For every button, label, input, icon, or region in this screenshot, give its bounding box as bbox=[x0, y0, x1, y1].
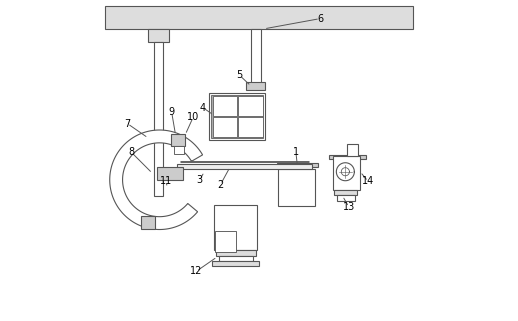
Bar bbox=[334, 190, 357, 195]
Text: 7: 7 bbox=[124, 118, 131, 129]
Bar bbox=[209, 93, 265, 140]
Bar bbox=[277, 163, 319, 167]
Bar bbox=[213, 117, 237, 137]
Bar bbox=[214, 205, 257, 250]
Polygon shape bbox=[110, 130, 203, 230]
Bar bbox=[251, 29, 261, 85]
Bar bbox=[278, 169, 315, 206]
Text: 11: 11 bbox=[160, 176, 172, 187]
Text: 6: 6 bbox=[317, 13, 323, 24]
Text: 12: 12 bbox=[190, 266, 203, 276]
Text: 10: 10 bbox=[187, 112, 199, 122]
Bar bbox=[154, 42, 163, 196]
Bar bbox=[219, 256, 253, 261]
Bar bbox=[213, 96, 237, 117]
Bar bbox=[174, 146, 184, 154]
Text: 1: 1 bbox=[293, 147, 299, 158]
Text: 4: 4 bbox=[200, 102, 206, 113]
Bar bbox=[238, 117, 263, 137]
Bar bbox=[157, 167, 183, 180]
Bar bbox=[171, 134, 185, 146]
Bar bbox=[177, 164, 312, 169]
Text: 3: 3 bbox=[196, 175, 203, 185]
Bar bbox=[333, 156, 360, 190]
Text: 5: 5 bbox=[237, 70, 243, 81]
Bar bbox=[148, 29, 169, 42]
Bar bbox=[215, 250, 256, 256]
Bar bbox=[141, 216, 155, 229]
Text: 2: 2 bbox=[218, 179, 224, 190]
Bar bbox=[247, 82, 265, 90]
Bar bbox=[211, 95, 263, 138]
Bar bbox=[238, 96, 263, 117]
Bar bbox=[212, 261, 259, 266]
Text: 8: 8 bbox=[128, 147, 135, 158]
Bar bbox=[347, 144, 357, 156]
Bar bbox=[337, 195, 355, 201]
Text: 14: 14 bbox=[362, 176, 375, 187]
Text: 9: 9 bbox=[169, 107, 175, 117]
Bar bbox=[214, 231, 236, 252]
Text: 13: 13 bbox=[343, 202, 355, 212]
Bar bbox=[328, 155, 366, 159]
Bar bbox=[105, 6, 413, 29]
